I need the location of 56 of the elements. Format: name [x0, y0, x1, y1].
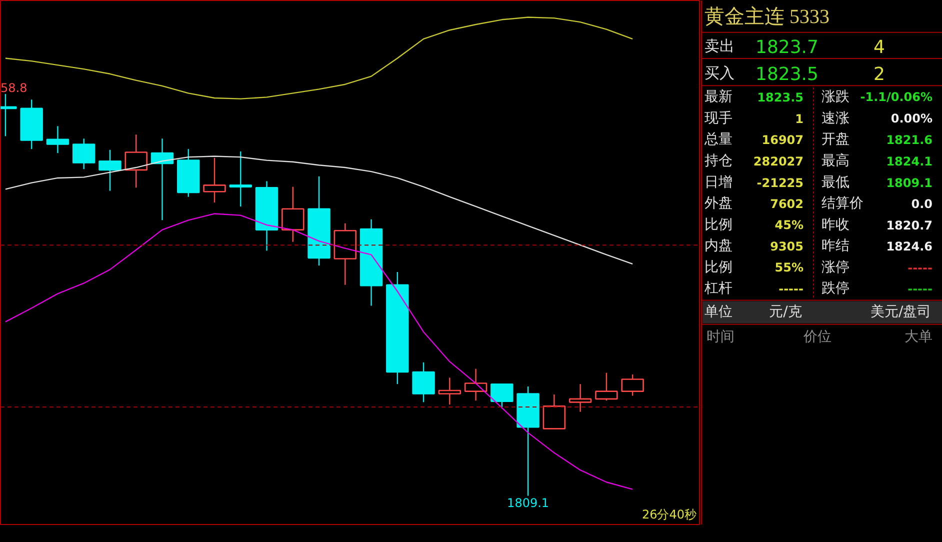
text: 0.0: [911, 197, 933, 212]
text: 单位: [704, 304, 732, 320]
text: 涨停: [822, 259, 850, 276]
text: 涨跌: [822, 89, 850, 106]
text: 现手: [704, 110, 732, 126]
text: 外盘: [704, 196, 732, 212]
text: 1: [795, 112, 804, 126]
text: 最新: [704, 89, 732, 106]
text: 时间: [706, 328, 734, 345]
text: -----: [778, 282, 804, 296]
text: 美元/盘司: [870, 304, 932, 320]
text: 卖出: [704, 36, 734, 55]
text: 282027: [753, 154, 804, 168]
text: 速涨: [822, 110, 850, 126]
text: 昨收: [822, 216, 850, 233]
text: 持仓: [704, 152, 732, 169]
text: 买入: [704, 64, 734, 82]
text: -----: [908, 282, 933, 296]
text: 1823.7: [756, 36, 818, 58]
text: 结算价: [822, 196, 864, 212]
text: 昨结: [822, 238, 850, 254]
text: 价位: [802, 328, 832, 345]
text: 开盘: [822, 132, 850, 148]
text: 黄金主连 5333: [704, 4, 830, 28]
text: 0.00%: [890, 111, 933, 126]
text: 55%: [774, 260, 804, 274]
text: 1823.5: [756, 64, 818, 86]
text: 最高: [822, 152, 850, 169]
text: 比例: [704, 216, 732, 233]
text: 16907: [762, 133, 804, 148]
text: 1820.7: [886, 218, 933, 232]
text: 26分40秒: [642, 508, 697, 522]
text: 总量: [704, 132, 732, 148]
text: 1821.6: [886, 133, 933, 148]
text: -21225: [756, 176, 804, 190]
text: 跌停: [822, 280, 850, 297]
annotation: 1809.1: [507, 496, 550, 510]
text: 杠杆: [704, 280, 732, 297]
text: 比例: [704, 259, 732, 276]
text: 内盘: [704, 238, 732, 254]
text: -1.1/0.06%: [860, 90, 933, 104]
text: 7602: [770, 197, 804, 212]
text: 9305: [770, 240, 804, 254]
text: 1823.5: [757, 90, 804, 105]
text: -----: [908, 260, 933, 275]
text: 2: [874, 64, 885, 86]
text: 4: [874, 36, 885, 58]
text: 1824.6: [886, 240, 933, 254]
text: 最低: [822, 174, 850, 190]
text: 大单: [904, 328, 932, 345]
text: 1824.1: [886, 154, 933, 168]
text: 元/克: [769, 304, 802, 320]
text: 日增: [704, 174, 732, 190]
text: 1809.1: [886, 176, 933, 190]
text: 45%: [774, 218, 804, 232]
annotation: 58.8: [0, 80, 28, 95]
